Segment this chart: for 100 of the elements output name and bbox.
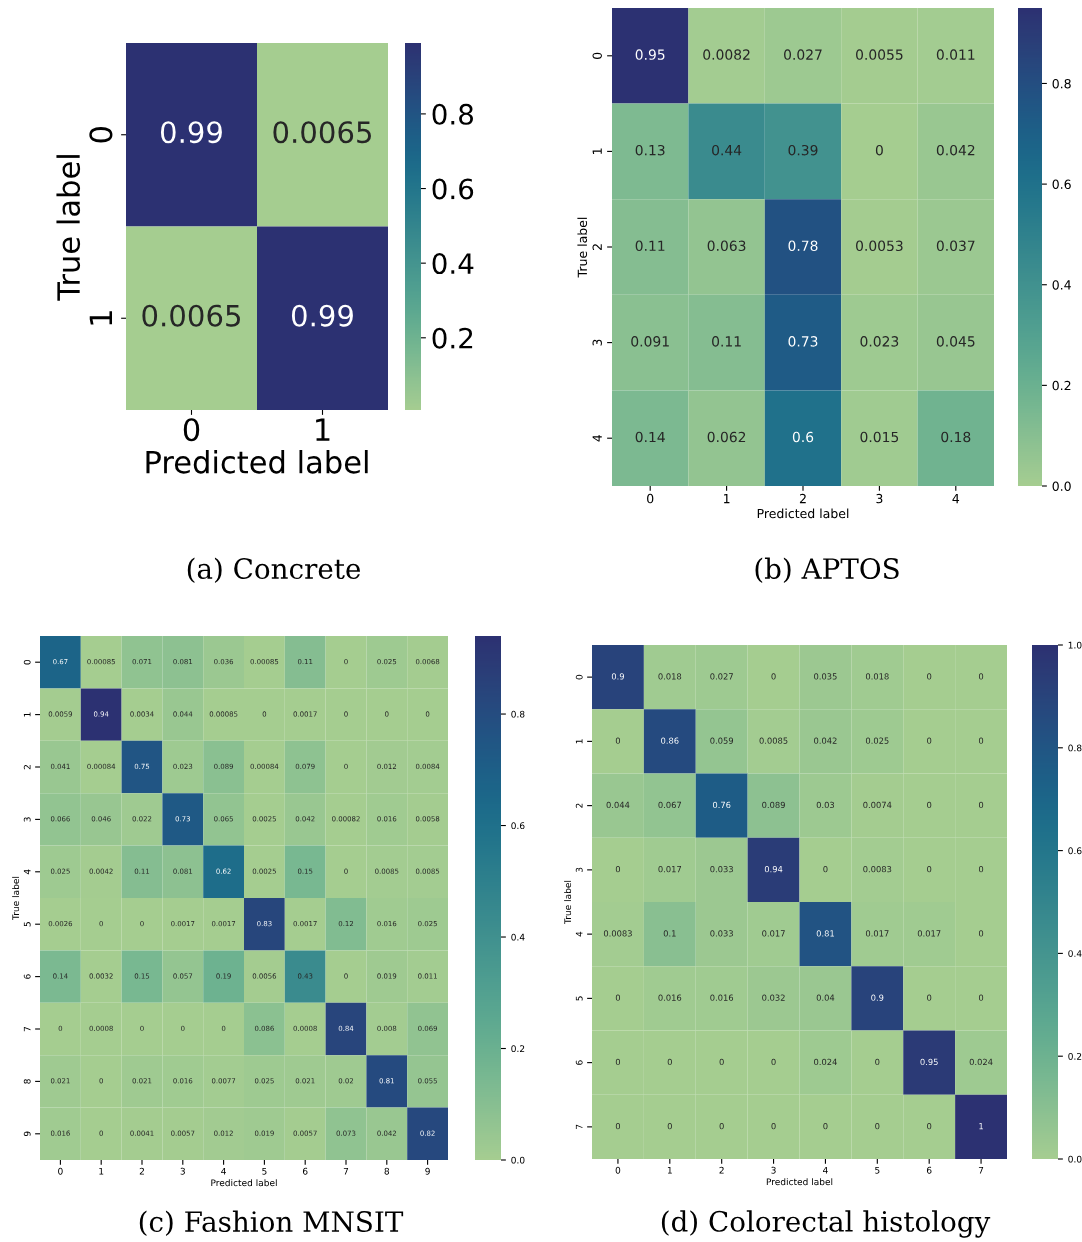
data-label: 0.025 [865,737,889,744]
data-label: 0.99 [291,304,353,327]
color-bar-label: 0.2 [1068,1052,1082,1060]
data-label: 0.023 [860,336,899,347]
y-tick-label: 3 [592,339,602,346]
data-label: 0.0082 [703,49,750,60]
y-tick-label: 1 [592,148,602,154]
color-bar-label: 0.2 [432,327,473,349]
data-label: 0.024 [969,1058,993,1066]
data-label: 0 [978,673,984,680]
text: (b) APTOS [755,557,899,583]
data-label: 0 [978,801,984,809]
data-label: 0.015 [860,431,899,443]
data-label: 0 [978,737,984,744]
data-label: 0.018 [865,673,889,680]
color-bar-label: 0.6 [432,178,474,200]
color-bar-label: 0.6 [1068,847,1082,855]
color-bar-label: 0.4 [432,253,474,275]
x-tick-label: 3 [771,1166,776,1174]
x-tick-label: 9 [425,1167,430,1175]
data-label: 0.042 [936,144,975,156]
data-label: 0.027 [784,49,822,60]
data-label: 0.0083 [863,865,892,873]
data-label: 0 [927,673,932,680]
data-label: 0 [823,1122,828,1130]
data-label: 0.9 [871,994,884,1001]
data-label: 0 [927,801,932,809]
data-label: 0.017 [865,930,889,937]
y-tick-label: 5 [575,996,583,1001]
data-label: 0.011 [936,49,975,60]
data-label: 0.78 [788,240,818,252]
data-label: 0 [615,1058,621,1066]
data-label: 0.062 [707,431,746,443]
x-tick-label: 6 [302,1167,308,1175]
data-label: 0 [615,865,621,873]
y-tick-label: 6 [23,974,31,979]
data-label: 0.13 [635,144,665,156]
color-bar-label: 0.0 [511,1156,525,1164]
y-tick-label: 0 [23,659,31,665]
color-bar-label: 0.4 [1052,280,1071,290]
data-label: 0.024 [814,1058,837,1066]
data-label: 0.045 [936,336,975,347]
data-label: 0.76 [712,801,731,809]
data-label: 0.016 [658,994,682,1001]
data-label: 0.0074 [863,801,892,809]
color-bar-label: 0.0 [1052,481,1071,491]
y-tick-label: 2 [575,803,583,808]
y-tick-label: 5 [23,922,31,927]
data-label: 0 [719,1058,724,1066]
color-bar-label: 0.8 [432,103,473,125]
x-tick-label: 8 [384,1167,390,1175]
x-tick-label: 4 [952,494,960,504]
data-label: 0 [719,1122,724,1130]
data-label: 0 [615,994,621,1001]
color-bar-label: 0.2 [1052,380,1071,391]
data-label: 1 [979,1123,983,1130]
text: (a) Concrete [187,557,361,583]
data-label: 0.0065 [142,304,240,327]
x-tick-label: 5 [875,1166,880,1174]
data-label: 0.018 [658,673,682,680]
data-label: 0 [875,1122,880,1130]
data-label: 0.0053 [856,240,903,252]
data-label: 0.017 [762,930,785,937]
x-tick-label: 3 [180,1167,185,1175]
color-bar-label: 0.4 [511,933,525,941]
data-label: 0.14 [635,431,665,443]
x-tick-label: 7 [978,1166,984,1174]
color-bar-label: 0.2 [511,1045,525,1053]
text: (d) Colorectal histology [661,1210,991,1238]
data-label: 0.035 [814,673,837,680]
y-tick-label: 3 [575,867,583,873]
data-label: 0.0065 [273,121,371,144]
color-bar-label: 0.8 [511,710,525,718]
data-label: 0.94 [764,865,783,873]
color-bar-label: 0.0 [1068,1155,1082,1163]
data-label: 0.016 [710,994,734,1001]
data-label: 0 [978,930,984,937]
x-axis-title: Predicted label [757,508,849,519]
data-label: 0.0055 [856,49,903,60]
y-tick-label: 7 [575,1124,583,1130]
color-bar-label: 0.8 [1052,78,1071,89]
y-tick-label: 7 [23,1026,31,1032]
x-tick-label: 1 [667,1166,672,1174]
data-label: 0.0083 [603,930,632,937]
data-label: 0.9 [611,673,624,680]
data-label: 0.059 [710,737,734,744]
y-tick-label: 2 [592,244,602,251]
x-tick-label: 5 [262,1167,267,1175]
x-tick-label: 4 [221,1167,226,1175]
x-tick-label: 0 [647,493,654,504]
data-label: 0 [667,1122,672,1130]
color-bar-label: 0.6 [1052,179,1071,190]
data-label: 0 [615,1122,621,1130]
data-label: 0 [927,1122,932,1130]
y-tick-label: 1 [575,739,583,744]
y-tick-label: 3 [23,817,31,822]
y-tick-label: 0 [575,674,583,680]
data-label: 0.99 [160,121,222,144]
data-label: 0.063 [707,240,746,252]
data-label: 0 [771,1122,776,1130]
